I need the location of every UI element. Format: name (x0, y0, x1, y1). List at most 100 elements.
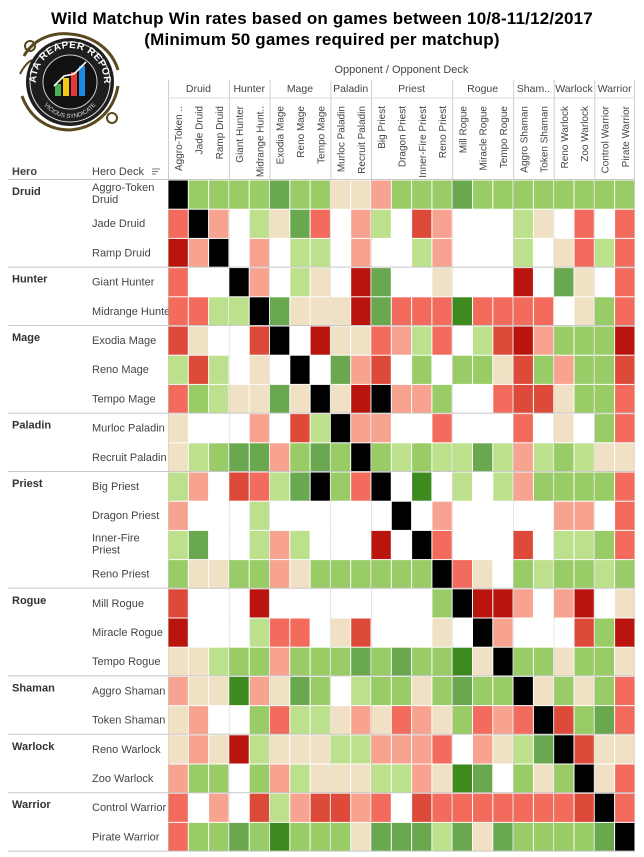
heatmap-cell-recruit-paladin-vs-reno-warlock[interactable] (554, 443, 574, 472)
heatmap-cell-aggro-token-druid-vs-jade-druid[interactable] (188, 180, 209, 209)
heatmap-cell-midrange-hunter-vs-jade-druid[interactable] (188, 297, 209, 326)
heatmap-cell-zoo-warlock-vs-recruit-paladin[interactable] (351, 764, 371, 793)
heatmap-cell-reno-priest-vs-miracle-rogue[interactable] (473, 560, 493, 589)
heatmap-cell-tempo-rogue-vs-jade-druid[interactable] (188, 647, 209, 676)
heatmap-cell-aggro-token-druid-vs-reno-mage[interactable] (290, 180, 310, 209)
heatmap-cell-tempo-rogue-vs-exodia-mage[interactable] (270, 647, 290, 676)
heatmap-cell-reno-priest-vs-jade-druid[interactable] (188, 560, 209, 589)
heatmap-cell-giant-hunter-vs-reno-mage[interactable] (290, 268, 310, 297)
heatmap-cell-inner-fire-priest-vs-tempo-rogue[interactable] (493, 530, 513, 560)
column-header-aggro-token[interactable]: Aggro-Token .. (174, 106, 185, 171)
column-header-big-priest[interactable]: Big Priest (377, 106, 388, 149)
heatmap-cell-inner-fire-priest-vs-control-warrior[interactable] (594, 530, 615, 560)
row-group-priest[interactable]: Priest (12, 478, 43, 490)
heatmap-cell-recruit-paladin-vs-exodia-mage[interactable] (270, 443, 290, 472)
heatmap-cell-token-shaman-vs-giant-hunter[interactable] (229, 706, 249, 735)
heatmap-cell-inner-fire-priest-vs-reno-priest[interactable] (432, 530, 452, 560)
heatmap-cell-zoo-warlock-vs-exodia-mage[interactable] (270, 764, 290, 793)
heatmap-cell-miracle-rogue-vs-zoo-warlock[interactable] (574, 618, 594, 647)
heatmap-cell-exodia-mage-vs-murloc-paladin[interactable] (330, 326, 351, 355)
heatmap-cell-aggro-token-druid-vs-big-priest[interactable] (371, 180, 391, 209)
heatmap-cell-tempo-mage-vs-miracle-rogue[interactable] (473, 384, 493, 414)
heatmap-cell-tempo-mage-vs-mill-rogue[interactable] (452, 384, 472, 414)
heatmap-cell-control-warrior-vs-tempo-mage[interactable] (310, 793, 330, 822)
heatmap-cell-jade-druid-vs-mill-rogue[interactable] (452, 209, 472, 238)
heatmap-cell-big-priest-vs-aggro-token[interactable] (168, 472, 188, 501)
heatmap-cell-midrange-hunter-vs-aggro-token[interactable] (168, 297, 188, 326)
column-header-reno-warlock[interactable]: Reno Warlock (560, 105, 571, 168)
heatmap-cell-pirate-warrior-vs-inner-fire-priest[interactable] (412, 822, 432, 852)
heatmap-cell-ramp-druid-vs-control-warrior[interactable] (594, 238, 615, 268)
heatmap-cell-inner-fire-priest-vs-ramp-druid[interactable] (209, 530, 229, 560)
heatmap-cell-giant-hunter-vs-aggro-shaman[interactable] (513, 268, 533, 297)
heatmap-cell-exodia-mage-vs-exodia-mage[interactable] (270, 326, 290, 355)
column-header-jade-druid[interactable]: Jade Druid (194, 106, 205, 154)
row-label-inner-fire-priest[interactable]: Inner-Fire Priest (92, 532, 140, 556)
heatmap-cell-tempo-rogue-vs-dragon-priest[interactable] (391, 647, 412, 676)
heatmap-cell-reno-warlock-vs-pirate-warrior[interactable] (615, 735, 635, 764)
heatmap-cell-reno-mage-vs-recruit-paladin[interactable] (351, 355, 371, 384)
heatmap-cell-tempo-mage-vs-tempo-mage[interactable] (310, 384, 330, 414)
heatmap-cell-tempo-rogue-vs-inner-fire-priest[interactable] (412, 647, 432, 676)
heatmap-cell-reno-mage-vs-aggro-shaman[interactable] (513, 355, 533, 384)
heatmap-cell-murloc-paladin-vs-mill-rogue[interactable] (452, 414, 472, 443)
heatmap-cell-big-priest-vs-jade-druid[interactable] (188, 472, 209, 501)
heatmap-cell-giant-hunter-vs-inner-fire-priest[interactable] (412, 268, 432, 297)
column-header-recruit-paladin[interactable]: Recruit Paladin (357, 106, 368, 174)
heatmap-cell-mill-rogue-vs-zoo-warlock[interactable] (574, 589, 594, 618)
column-group-hunter[interactable]: Hunter (233, 83, 265, 95)
heatmap-cell-giant-hunter-vs-token-shaman[interactable] (533, 268, 554, 297)
heatmap-cell-mill-rogue-vs-mill-rogue[interactable] (452, 589, 472, 618)
heatmap-cell-reno-warlock-vs-zoo-warlock[interactable] (574, 735, 594, 764)
heatmap-cell-reno-priest-vs-giant-hunter[interactable] (229, 560, 249, 589)
heatmap-cell-pirate-warrior-vs-aggro-shaman[interactable] (513, 822, 533, 852)
heatmap-cell-tempo-mage-vs-zoo-warlock[interactable] (574, 384, 594, 414)
heatmap-cell-tempo-mage-vs-exodia-mage[interactable] (270, 384, 290, 414)
heatmap-cell-mill-rogue-vs-reno-mage[interactable] (290, 589, 310, 618)
heatmap-cell-miracle-rogue-vs-reno-warlock[interactable] (554, 618, 574, 647)
heatmap-cell-tempo-rogue-vs-reno-mage[interactable] (290, 647, 310, 676)
heatmap-cell-miracle-rogue-vs-jade-druid[interactable] (188, 618, 209, 647)
heatmap-cell-giant-hunter-vs-aggro-token[interactable] (168, 268, 188, 297)
heatmap-cell-reno-priest-vs-reno-warlock[interactable] (554, 560, 574, 589)
heatmap-cell-ramp-druid-vs-giant-hunter[interactable] (229, 238, 249, 268)
heatmap-cell-reno-warlock-vs-tempo-mage[interactable] (310, 735, 330, 764)
heatmap-cell-control-warrior-vs-aggro-token[interactable] (168, 793, 188, 822)
heatmap-cell-reno-warlock-vs-aggro-shaman[interactable] (513, 735, 533, 764)
heatmap-cell-mill-rogue-vs-midrange-hunt[interactable] (249, 589, 269, 618)
heatmap-cell-reno-priest-vs-inner-fire-priest[interactable] (412, 560, 432, 589)
heatmap-cell-recruit-paladin-vs-inner-fire-priest[interactable] (412, 443, 432, 472)
heatmap-cell-exodia-mage-vs-token-shaman[interactable] (533, 326, 554, 355)
heatmap-cell-reno-mage-vs-tempo-rogue[interactable] (493, 355, 513, 384)
heatmap-cell-midrange-hunter-vs-dragon-priest[interactable] (391, 297, 412, 326)
heatmap-cell-ramp-druid-vs-murloc-paladin[interactable] (330, 238, 351, 268)
heatmap-cell-giant-hunter-vs-midrange-hunt[interactable] (249, 268, 269, 297)
heatmap-cell-dragon-priest-vs-reno-priest[interactable] (432, 501, 452, 530)
heatmap-cell-exodia-mage-vs-big-priest[interactable] (371, 326, 391, 355)
row-group-hunter[interactable]: Hunter (12, 274, 48, 286)
heatmap-cell-giant-hunter-vs-pirate-warrior[interactable] (615, 268, 635, 297)
row-group-mage[interactable]: Mage (12, 332, 40, 344)
heatmap-cell-reno-mage-vs-giant-hunter[interactable] (229, 355, 249, 384)
heatmap-cell-aggro-token-druid-vs-ramp-druid[interactable] (209, 180, 229, 209)
heatmap-cell-mill-rogue-vs-recruit-paladin[interactable] (351, 589, 371, 618)
heatmap-cell-reno-mage-vs-mill-rogue[interactable] (452, 355, 472, 384)
heatmap-cell-miracle-rogue-vs-control-warrior[interactable] (594, 618, 615, 647)
heatmap-cell-miracle-rogue-vs-inner-fire-priest[interactable] (412, 618, 432, 647)
heatmap-cell-zoo-warlock-vs-midrange-hunt[interactable] (249, 764, 269, 793)
heatmap-cell-ramp-druid-vs-dragon-priest[interactable] (391, 238, 412, 268)
heatmap-cell-pirate-warrior-vs-dragon-priest[interactable] (391, 822, 412, 852)
heatmap-cell-big-priest-vs-big-priest[interactable] (371, 472, 391, 501)
heatmap-cell-reno-warlock-vs-reno-mage[interactable] (290, 735, 310, 764)
heatmap-cell-midrange-hunter-vs-inner-fire-priest[interactable] (412, 297, 432, 326)
heatmap-cell-pirate-warrior-vs-mill-rogue[interactable] (452, 822, 472, 852)
heatmap-cell-tempo-rogue-vs-ramp-druid[interactable] (209, 647, 229, 676)
heatmap-cell-zoo-warlock-vs-miracle-rogue[interactable] (473, 764, 493, 793)
heatmap-cell-big-priest-vs-tempo-mage[interactable] (310, 472, 330, 501)
heatmap-cell-jade-druid-vs-big-priest[interactable] (371, 209, 391, 238)
heatmap-cell-big-priest-vs-recruit-paladin[interactable] (351, 472, 371, 501)
heatmap-cell-tempo-mage-vs-token-shaman[interactable] (533, 384, 554, 414)
heatmap-cell-big-priest-vs-dragon-priest[interactable] (391, 472, 412, 501)
row-label-miracle-rogue[interactable]: Miracle Rogue (92, 627, 163, 639)
heatmap-cell-midrange-hunter-vs-tempo-rogue[interactable] (493, 297, 513, 326)
